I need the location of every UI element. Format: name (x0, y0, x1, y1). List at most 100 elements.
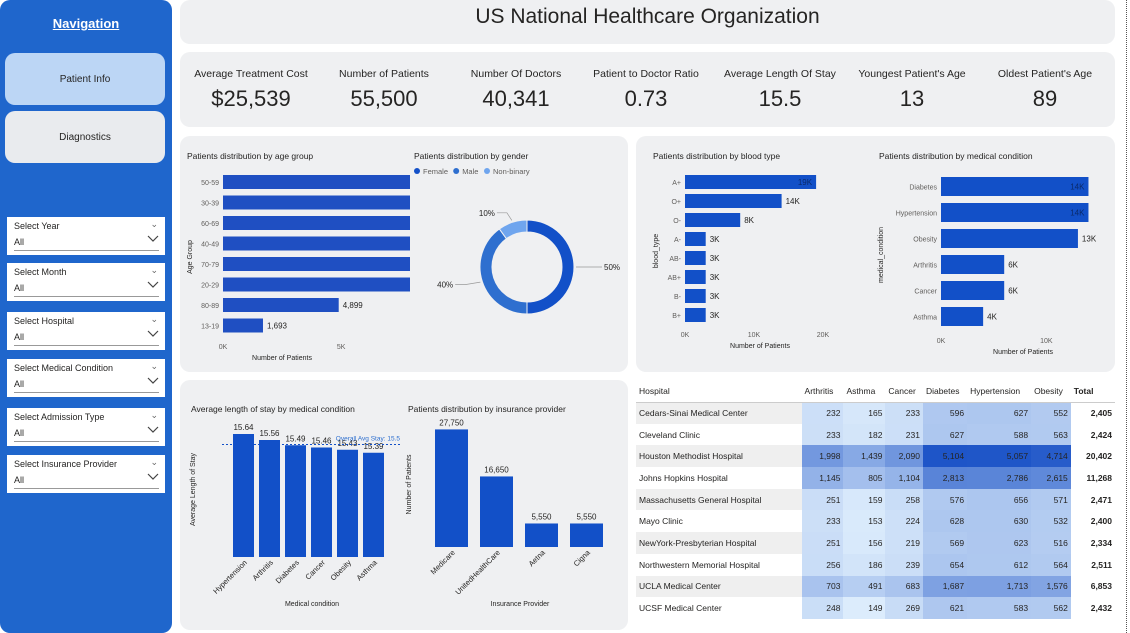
dropdown-chevron-icon[interactable] (147, 278, 159, 290)
data-label: 14K (1070, 183, 1085, 192)
bar (233, 434, 254, 557)
hospital-name-cell: UCSF Medical Center (639, 603, 722, 614)
collapse-chevron-icon[interactable]: ⌄ (150, 361, 158, 371)
slicer-underline (14, 250, 159, 251)
column-header[interactable]: Obesity (1031, 380, 1071, 403)
slicer-label: Select Month (14, 267, 67, 277)
collapse-chevron-icon[interactable]: ⌄ (150, 265, 158, 275)
slicer-select-year[interactable]: Select Year ⌄ All (7, 217, 165, 255)
x-axis-title: Medical condition (285, 601, 339, 608)
kpi-label: Average Treatment Cost (194, 68, 308, 80)
kpi-label: Youngest Patient's Age (858, 68, 966, 80)
data-label: 13K (1082, 235, 1097, 244)
bar (685, 308, 706, 322)
x-axis-title: Insurance Provider (491, 601, 550, 608)
patient-info-button[interactable]: Patient Info (5, 53, 165, 105)
value-cell: 683 (885, 575, 923, 598)
bar (363, 452, 384, 557)
slicer-select-hospital[interactable]: Select Hospital ⌄ All (7, 312, 165, 350)
column-header[interactable]: Hypertension (967, 380, 1032, 403)
kpi-avg-treatment-cost: Average Treatment Cost $25,539 (190, 68, 312, 112)
kpi-value: 0.73 (624, 86, 668, 111)
table-row: Cedars-Sinai Medical Center 232 165 233 596 6… (636, 402, 1115, 424)
collapse-chevron-icon[interactable]: ⌄ (150, 410, 158, 420)
y-axis-title: Average Length of Stay (190, 452, 197, 526)
data-label: 4K (987, 313, 997, 322)
medical-condition-chart: Diabetes 14K Hypertension 14K Obesity 13K Arth… (878, 177, 1097, 356)
data-label: 15.49 (285, 434, 306, 443)
x-tick-label: 0K (681, 332, 690, 339)
column-header[interactable]: Cancer (885, 380, 923, 403)
x-tick-label: 20K (817, 332, 830, 339)
y-tick-label: AB- (669, 256, 681, 263)
kpi-avg-length-of-stay: Average Length Of Stay 15.5 (718, 68, 842, 112)
value-cell: 182 (843, 423, 886, 446)
x-tick-label: Asthma (355, 557, 380, 582)
value-cell: 491 (843, 575, 886, 598)
nav-title: Navigation (52, 16, 120, 31)
data-label: 8K (744, 216, 754, 225)
legend-marker (414, 168, 420, 174)
diagnostics-button[interactable]: Diagnostics (5, 111, 165, 163)
donut-slice (498, 219, 528, 240)
value-cell: 627 (922, 423, 968, 446)
total-cell: 2,471 (1090, 494, 1112, 505)
dropdown-chevron-icon[interactable] (147, 374, 159, 386)
value-cell: 165 (843, 402, 886, 424)
hospital-name-cell: Mayo Clinic (639, 516, 683, 527)
collapse-chevron-icon[interactable]: ⌄ (150, 457, 158, 467)
dropdown-chevron-icon[interactable] (147, 470, 159, 482)
collapse-chevron-icon[interactable]: ⌄ (150, 314, 158, 324)
kpi-label: Oldest Patient's Age (997, 68, 1093, 80)
collapse-chevron-icon[interactable]: ⌄ (150, 219, 158, 229)
value-cell: 612 (967, 553, 1032, 576)
dropdown-chevron-icon[interactable] (147, 232, 159, 244)
kpi-oldest-age: Oldest Patient's Age 89 (984, 68, 1106, 112)
y-tick-label: A+ (672, 180, 681, 187)
table-row: Cleveland Clinic 233 182 231 627 588 563 2,424 (636, 423, 1115, 446)
column-header[interactable]: Hospital (636, 380, 802, 403)
kpi-label: Patient to Doctor Ratio (593, 68, 699, 80)
y-tick-label: A- (674, 237, 682, 244)
value-cell: 562 (1031, 597, 1071, 619)
y-tick-label: O- (673, 218, 681, 225)
x-axis-title: Number of Patients (252, 355, 312, 362)
slicer-value: All (14, 283, 25, 293)
value-cell: 159 (843, 488, 886, 511)
bar (223, 195, 410, 210)
slicer-select-admission-type[interactable]: Select Admission Type ⌄ All (7, 408, 165, 446)
value-cell: 627 (967, 402, 1032, 424)
blood-type-chart: A+ 19K O+ 14K O- 8K A- 3K AB- 3K AB+ 3K B- 3K B+ 3K 0K 10… (653, 175, 830, 350)
data-label: 16,650 (484, 465, 509, 474)
dropdown-chevron-icon[interactable] (147, 423, 159, 435)
column-header[interactable]: Asthma (843, 380, 886, 403)
value-cell: 219 (885, 532, 923, 554)
slicer-select-medical-condition[interactable]: Select Medical Condition ⌄ All (7, 359, 165, 397)
x-tick-label: 0K (219, 344, 228, 351)
column-header[interactable]: Arthritis (801, 380, 844, 403)
value-cell: 703 (801, 575, 844, 598)
slicer-value: All (14, 332, 25, 342)
hospital-name-cell: UCLA Medical Center (636, 575, 802, 598)
column-header[interactable]: Diabetes (922, 380, 968, 403)
stay-chart-title: Average length of stay by medical condit… (191, 404, 355, 414)
value-cell: 256 (801, 553, 844, 576)
kpi-value: $25,539 (211, 86, 291, 111)
value-cell: 596 (922, 402, 968, 424)
kpi-label: Average Length Of Stay (724, 68, 836, 80)
slicer-underline (14, 441, 159, 442)
y-tick-label: Obesity (913, 237, 937, 244)
data-label: 6K (1008, 261, 1018, 270)
slicer-label: Select Hospital (14, 316, 75, 326)
insurance-provider-chart: 27,750 Medicare 16,650 UnitedHealthCare 5,55… (406, 418, 603, 608)
data-label: 3K (710, 254, 720, 263)
table-row: Houston Methodist Hospital 1,998 1,439 2,09… (636, 445, 1115, 468)
value-cell: 552 (1031, 402, 1071, 424)
table-row: UCLA Medical Center 703 491 683 1,687 1,713 1,… (636, 575, 1115, 598)
slicer-select-insurance-provider[interactable]: Select Insurance Provider ⌄ All (7, 455, 165, 493)
column-header[interactable]: Total (1070, 380, 1115, 403)
dropdown-chevron-icon[interactable] (147, 327, 159, 339)
value-cell: 1,713 (967, 575, 1032, 598)
bar (941, 307, 984, 326)
slicer-select-month[interactable]: Select Month ⌄ All (7, 263, 165, 301)
